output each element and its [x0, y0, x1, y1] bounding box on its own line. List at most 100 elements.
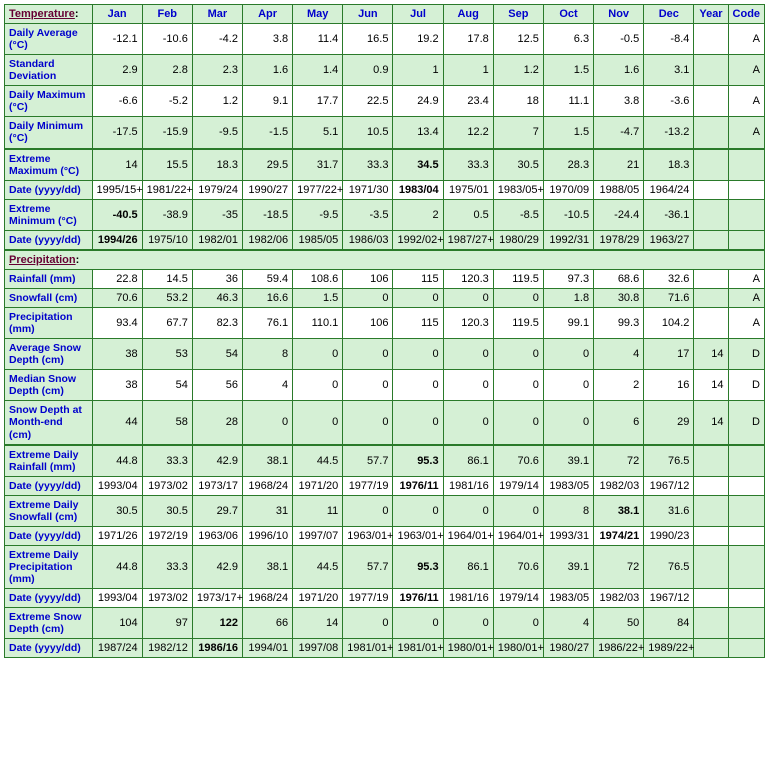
cell: 0: [493, 401, 543, 445]
cell: -40.5: [92, 199, 142, 230]
cell: 1985/05: [293, 230, 343, 250]
cell: 59.4: [242, 269, 292, 288]
cell: [728, 230, 764, 250]
table-row: Date (yyyy/dd)1987/241982/121986/161994/…: [5, 639, 765, 658]
cell: 1983/05: [543, 589, 593, 608]
cell: -6.6: [92, 86, 142, 117]
cell: 1986/03: [343, 230, 393, 250]
cell: 1973/02: [142, 589, 192, 608]
cell: 1.5: [543, 117, 593, 149]
cell: 0: [343, 288, 393, 307]
cell: 13.4: [393, 117, 443, 149]
cell: 97: [142, 608, 192, 639]
table-row: Date (yyyy/dd)1993/041973/021973/171968/…: [5, 476, 765, 495]
cell: [728, 149, 764, 181]
cell: 1980/01+: [443, 639, 493, 658]
cell: A: [728, 269, 764, 288]
row-label: Snow Depth at Month-end (cm): [5, 401, 93, 445]
cell: 0.5: [443, 199, 493, 230]
section-temperature: Temperature:: [5, 5, 93, 24]
cell: [694, 545, 728, 588]
cell: 0: [443, 401, 493, 445]
cell: 58: [142, 401, 192, 445]
col-apr: Apr: [242, 5, 292, 24]
cell: 8: [543, 495, 593, 526]
col-mar: Mar: [192, 5, 242, 24]
cell: 1975/10: [142, 230, 192, 250]
cell: -3.6: [644, 86, 694, 117]
cell: 14: [293, 608, 343, 639]
cell: -10.6: [142, 24, 192, 55]
row-label: Date (yyyy/dd): [5, 589, 93, 608]
cell: 0: [393, 608, 443, 639]
cell: 97.3: [543, 269, 593, 288]
cell: 1968/24: [242, 476, 292, 495]
cell: 33.3: [142, 545, 192, 588]
cell: [728, 199, 764, 230]
cell: 0: [493, 370, 543, 401]
cell: D: [728, 370, 764, 401]
cell: 1986/16: [192, 639, 242, 658]
cell: 1967/12: [644, 476, 694, 495]
cell: 1997/07: [293, 526, 343, 545]
cell: -9.5: [293, 199, 343, 230]
cell: 0: [443, 288, 493, 307]
row-label: Daily Maximum (°C): [5, 86, 93, 117]
cell: 1987/24: [92, 639, 142, 658]
table-row: Date (yyyy/dd)1995/15+1981/22+1979/24199…: [5, 180, 765, 199]
cell: 16: [644, 370, 694, 401]
cell: 0: [343, 495, 393, 526]
cell: 22.8: [92, 269, 142, 288]
row-label: Extreme Snow Depth (cm): [5, 608, 93, 639]
cell: 108.6: [293, 269, 343, 288]
cell: 16.5: [343, 24, 393, 55]
cell: 1971/30: [343, 180, 393, 199]
cell: 1993/04: [92, 476, 142, 495]
table-row: Rainfall (mm)22.814.53659.4108.610611512…: [5, 269, 765, 288]
cell: 119.5: [493, 269, 543, 288]
cell: 1976/11: [393, 589, 443, 608]
cell: 1990/23: [644, 526, 694, 545]
cell: -36.1: [644, 199, 694, 230]
cell: 1981/01+: [393, 639, 443, 658]
cell: 4: [242, 370, 292, 401]
cell: 1993/04: [92, 589, 142, 608]
cell: 54: [192, 339, 242, 370]
cell: 54: [142, 370, 192, 401]
cell: 1994/26: [92, 230, 142, 250]
col-code: Code: [728, 5, 764, 24]
cell: 1977/19: [343, 476, 393, 495]
cell: 10.5: [343, 117, 393, 149]
cell: 99.1: [543, 308, 593, 339]
cell: 1973/02: [142, 476, 192, 495]
cell: -8.5: [493, 199, 543, 230]
cell: [728, 639, 764, 658]
section-precipitation: Precipitation:: [5, 250, 765, 270]
cell: 1974/21: [594, 526, 644, 545]
cell: 42.9: [192, 445, 242, 477]
cell: A: [728, 86, 764, 117]
cell: [728, 589, 764, 608]
cell: -9.5: [192, 117, 242, 149]
cell: A: [728, 24, 764, 55]
cell: -17.5: [92, 117, 142, 149]
cell: 0: [543, 370, 593, 401]
table-row: Date (yyyy/dd)1971/261972/191963/061996/…: [5, 526, 765, 545]
cell: 0: [343, 370, 393, 401]
cell: -4.7: [594, 117, 644, 149]
cell: 1988/05: [594, 180, 644, 199]
cell: 1964/01+: [493, 526, 543, 545]
table-row: Date (yyyy/dd)1993/041973/021973/17+1968…: [5, 589, 765, 608]
cell: -4.2: [192, 24, 242, 55]
table-row: Date (yyyy/dd)1994/261975/101982/011982/…: [5, 230, 765, 250]
cell: 3.1: [644, 55, 694, 86]
cell: 0: [393, 495, 443, 526]
row-label: Date (yyyy/dd): [5, 476, 93, 495]
cell: 106: [343, 308, 393, 339]
cell: -24.4: [594, 199, 644, 230]
cell: 82.3: [192, 308, 242, 339]
cell: 1975/01: [443, 180, 493, 199]
row-label: Rainfall (mm): [5, 269, 93, 288]
cell: 1996/10: [242, 526, 292, 545]
col-year: Year: [694, 5, 728, 24]
